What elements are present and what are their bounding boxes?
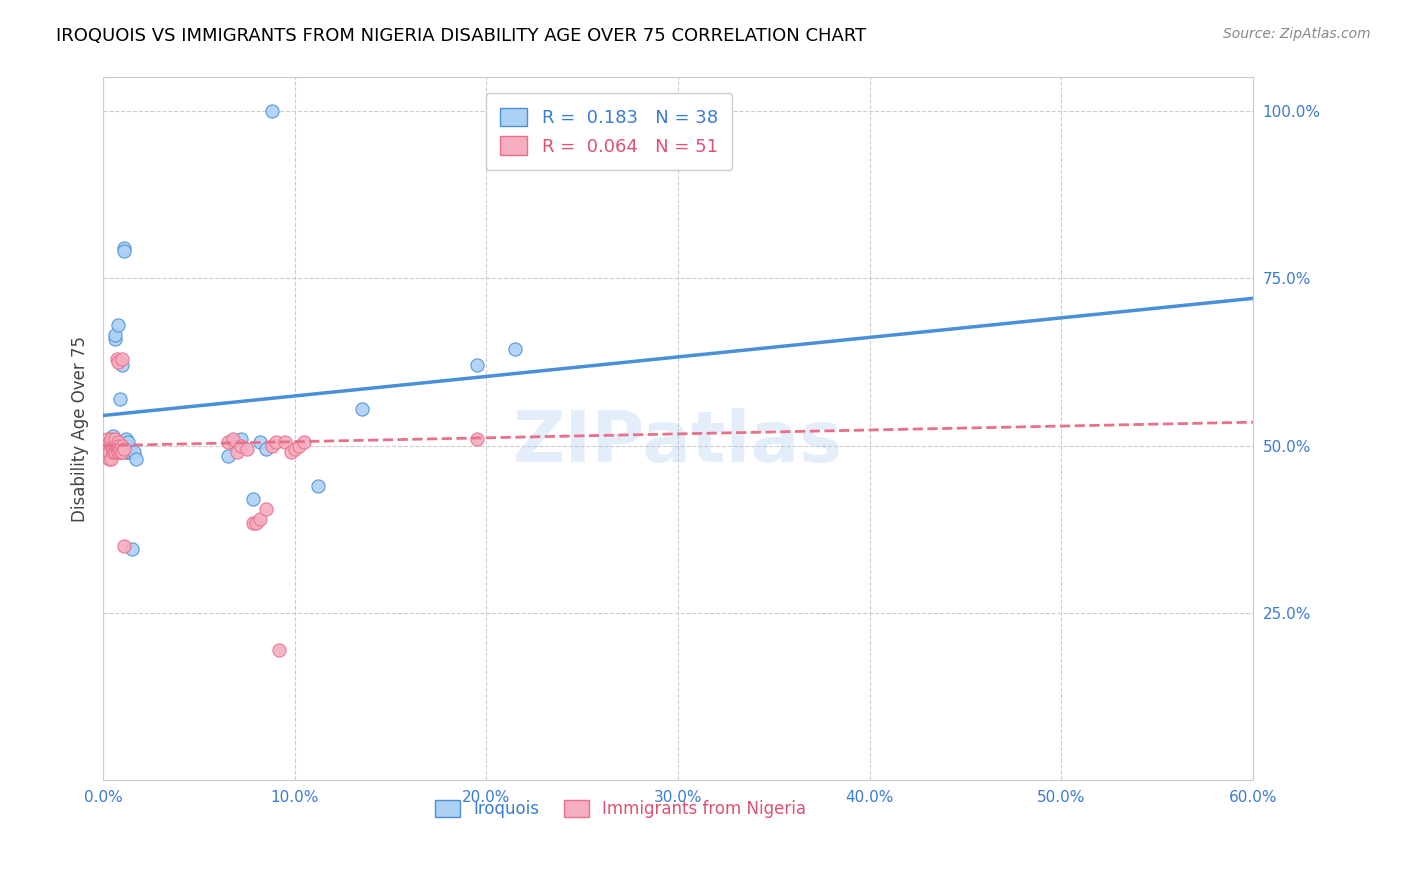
- Point: [105, 439, 128, 453]
- Point: [104, 445, 127, 459]
- Point: [226, 445, 249, 459]
- Point: [97, 445, 120, 459]
- Y-axis label: Disability Age Over 75: Disability Age Over 75: [72, 336, 89, 522]
- Point: [284, 442, 307, 456]
- Point: [117, 445, 139, 459]
- Point: [94, 442, 117, 456]
- Point: [111, 351, 134, 366]
- Point: [242, 492, 264, 507]
- Point: [269, 642, 291, 657]
- Point: [112, 244, 135, 259]
- Point: [100, 432, 122, 446]
- Point: [274, 435, 297, 450]
- Point: [307, 479, 329, 493]
- Point: [122, 445, 145, 459]
- Point: [107, 435, 129, 450]
- Point: [104, 328, 127, 343]
- Point: [287, 439, 309, 453]
- Point: [112, 539, 135, 553]
- Point: [260, 439, 283, 453]
- Point: [104, 439, 127, 453]
- Point: [280, 445, 302, 459]
- Point: [112, 442, 135, 456]
- Point: [110, 445, 132, 459]
- Point: [217, 435, 239, 450]
- Text: ZIPatlas: ZIPatlas: [513, 409, 844, 477]
- Point: [96, 432, 118, 446]
- Point: [245, 516, 267, 530]
- Point: [229, 432, 252, 446]
- Point: [264, 435, 287, 450]
- Point: [97, 435, 120, 450]
- Point: [101, 439, 124, 453]
- Point: [110, 392, 132, 406]
- Point: [107, 355, 129, 369]
- Point: [115, 445, 138, 459]
- Point: [100, 439, 122, 453]
- Point: [105, 442, 128, 456]
- Point: [94, 439, 117, 453]
- Point: [465, 432, 488, 446]
- Point: [125, 452, 148, 467]
- Point: [107, 442, 129, 456]
- Point: [105, 442, 128, 456]
- Point: [217, 449, 239, 463]
- Point: [100, 435, 122, 450]
- Point: [254, 502, 277, 516]
- Point: [350, 401, 373, 416]
- Point: [118, 445, 141, 459]
- Point: [104, 445, 127, 459]
- Legend: Iroquois, Immigrants from Nigeria: Iroquois, Immigrants from Nigeria: [427, 793, 813, 825]
- Point: [104, 432, 127, 446]
- Point: [229, 439, 252, 453]
- Point: [104, 331, 127, 345]
- Point: [107, 445, 129, 459]
- Point: [292, 435, 315, 450]
- Point: [222, 435, 245, 450]
- Text: Source: ZipAtlas.com: Source: ZipAtlas.com: [1223, 27, 1371, 41]
- Point: [121, 542, 143, 557]
- Point: [249, 512, 271, 526]
- Point: [249, 435, 271, 450]
- Point: [117, 435, 139, 450]
- Point: [104, 442, 127, 456]
- Point: [110, 439, 132, 453]
- Point: [107, 445, 129, 459]
- Point: [465, 359, 488, 373]
- Point: [503, 342, 526, 356]
- Point: [107, 318, 129, 332]
- Point: [101, 445, 124, 459]
- Point: [260, 103, 283, 118]
- Point: [107, 439, 129, 453]
- Point: [110, 442, 132, 456]
- Point: [96, 439, 118, 453]
- Point: [110, 442, 132, 456]
- Point: [111, 359, 134, 373]
- Point: [100, 432, 122, 446]
- Point: [97, 445, 120, 459]
- Point: [105, 351, 128, 366]
- Point: [105, 435, 128, 450]
- Point: [112, 241, 135, 255]
- Point: [111, 445, 134, 459]
- Point: [100, 452, 122, 467]
- Point: [97, 452, 120, 467]
- Point: [101, 442, 124, 456]
- Point: [254, 442, 277, 456]
- Text: IROQUOIS VS IMMIGRANTS FROM NIGERIA DISABILITY AGE OVER 75 CORRELATION CHART: IROQUOIS VS IMMIGRANTS FROM NIGERIA DISA…: [56, 27, 866, 45]
- Point: [100, 445, 122, 459]
- Point: [111, 445, 134, 459]
- Point: [111, 439, 134, 453]
- Point: [101, 428, 124, 442]
- Point: [115, 432, 138, 446]
- Point: [242, 516, 264, 530]
- Point: [222, 432, 245, 446]
- Point: [236, 442, 259, 456]
- Point: [97, 439, 120, 453]
